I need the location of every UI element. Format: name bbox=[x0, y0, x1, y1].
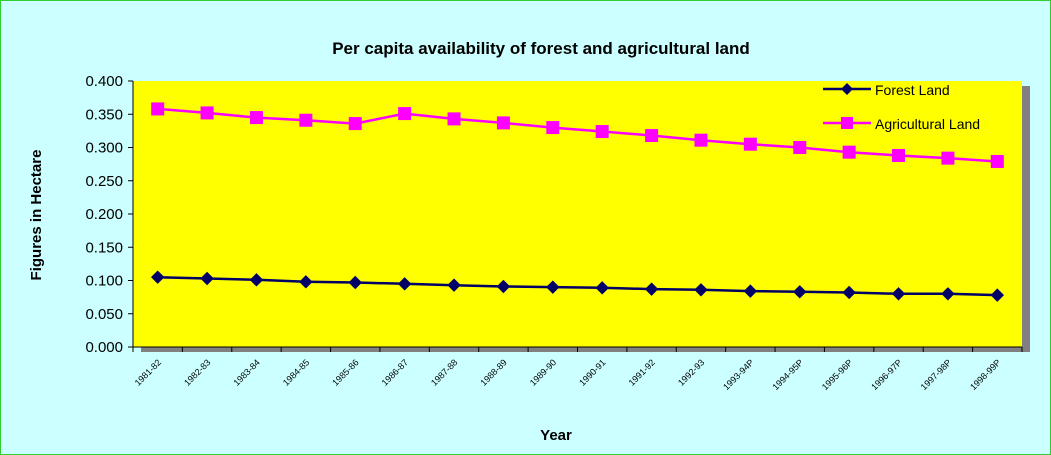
data-point bbox=[891, 287, 906, 301]
data-point bbox=[151, 102, 165, 116]
data-point bbox=[397, 277, 412, 291]
x-tick-label: 1988-89 bbox=[478, 357, 508, 387]
data-point bbox=[546, 280, 560, 294]
data-point bbox=[793, 141, 807, 154]
data-point bbox=[150, 270, 165, 284]
data-point bbox=[249, 111, 263, 125]
data-point bbox=[348, 117, 362, 131]
legend-marker bbox=[841, 83, 853, 95]
x-tick-label: 1982-83 bbox=[182, 357, 212, 387]
data-point bbox=[249, 273, 264, 287]
data-point bbox=[842, 285, 856, 300]
series-layer bbox=[150, 102, 1005, 302]
legend-item: Agricultural Land bbox=[823, 116, 980, 132]
data-point bbox=[447, 278, 461, 292]
series-line bbox=[157, 275, 998, 297]
y-tick-label: 0.400 bbox=[85, 73, 123, 90]
series-line bbox=[157, 107, 998, 163]
x-tick-label: 1989-90 bbox=[528, 357, 558, 387]
x-tick-label: 1998-99P bbox=[968, 357, 1003, 392]
y-tick-label: 0.200 bbox=[85, 206, 123, 223]
chart-title: Per capita availability of forest and ag… bbox=[332, 39, 750, 58]
x-tick-label: 1995-96P bbox=[820, 357, 855, 392]
y-axis-title: Figures in Hectare bbox=[28, 150, 45, 281]
x-tick-label: 1992-93 bbox=[676, 357, 706, 387]
y-tick-label: 0.300 bbox=[85, 140, 123, 157]
data-point bbox=[595, 281, 609, 295]
data-point bbox=[398, 107, 412, 121]
legend: Forest Land Agricultural Land bbox=[823, 82, 980, 132]
y-tick-label: 0.050 bbox=[85, 306, 123, 323]
data-point bbox=[595, 125, 609, 139]
data-point bbox=[645, 129, 659, 143]
data-point bbox=[793, 285, 807, 299]
x-tick-label: 1983-84 bbox=[231, 357, 261, 387]
data-point bbox=[496, 279, 511, 294]
data-point bbox=[743, 137, 757, 151]
y-tick-label: 0.100 bbox=[85, 273, 123, 290]
data-point bbox=[299, 275, 313, 289]
x-tick-label: 1985-86 bbox=[330, 357, 360, 387]
legend-item: Forest Land bbox=[823, 82, 950, 98]
data-point bbox=[842, 145, 856, 159]
data-point bbox=[694, 283, 708, 297]
x-tick-label: 1996-97P bbox=[869, 357, 904, 392]
x-tick-label: 1994-95P bbox=[770, 357, 805, 392]
data-point bbox=[496, 116, 510, 130]
x-tick-label: 1984-85 bbox=[281, 357, 311, 387]
data-point bbox=[892, 148, 906, 162]
data-point bbox=[200, 106, 214, 120]
series-forest-land bbox=[150, 270, 1005, 302]
data-point bbox=[694, 133, 708, 147]
x-axis-title: Year bbox=[540, 427, 572, 444]
legend-marker bbox=[841, 117, 853, 129]
x-tick-label: 1991-92 bbox=[627, 357, 657, 387]
x-tick-label: 1987-88 bbox=[429, 357, 459, 387]
x-tick-label: 1997-98P bbox=[919, 357, 954, 392]
data-point bbox=[990, 288, 1005, 302]
y-tick-label: 0.000 bbox=[85, 339, 123, 356]
data-point bbox=[990, 154, 1004, 168]
x-tick-label: 1981-82 bbox=[133, 357, 163, 387]
y-tick-label: 0.150 bbox=[85, 239, 123, 256]
x-tick-label: 1986-87 bbox=[380, 357, 410, 387]
x-tick-label: 1993-94P bbox=[721, 357, 756, 392]
y-tick-label: 0.250 bbox=[85, 173, 123, 190]
data-point bbox=[743, 284, 758, 298]
y-tick-label: 0.350 bbox=[85, 106, 123, 123]
data-point bbox=[299, 113, 313, 127]
legend-label: Forest Land bbox=[875, 82, 950, 98]
data-point bbox=[941, 151, 955, 165]
x-tick-label: 1990-91 bbox=[577, 357, 607, 387]
data-point bbox=[348, 275, 362, 290]
data-point bbox=[941, 287, 955, 301]
legend-label: Agricultural Land bbox=[875, 116, 980, 132]
data-point bbox=[644, 282, 659, 296]
data-point bbox=[200, 271, 214, 286]
plot-area bbox=[133, 81, 1022, 347]
data-point bbox=[447, 112, 461, 126]
series-agricultural-land bbox=[151, 102, 1004, 168]
data-point bbox=[546, 121, 560, 135]
